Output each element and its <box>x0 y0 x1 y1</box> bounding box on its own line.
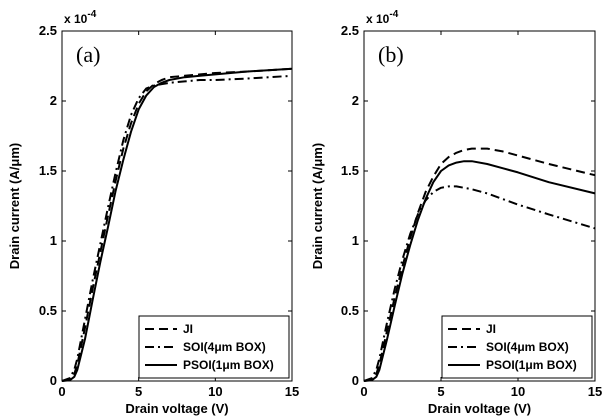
chart-panel-2: 0 5 10 15 0 0.5 1 1.5 2 2.5 x 10-4 (b) Drain voltage… <box>310 9 602 416</box>
series-line-3 <box>363 160 596 382</box>
y-tick-label: 0 <box>50 373 57 388</box>
y-multiplier: x 10-4 <box>64 9 97 26</box>
y-tick-label: 2 <box>352 93 359 108</box>
panel-label: (a) <box>76 42 100 67</box>
y-tick-label: 1 <box>50 233 57 248</box>
series-line-1 <box>61 67 293 382</box>
y-tick-label: 1.5 <box>341 163 359 178</box>
y-tick-label: 2 <box>50 93 57 108</box>
x-axis-label: Drain voltage (V) <box>428 401 531 416</box>
y-tick-label: 2.5 <box>39 23 57 38</box>
x-tick-label: 15 <box>588 384 602 399</box>
legend-label: PSOI(1μm BOX) <box>486 358 577 372</box>
y-tick-label: 0 <box>352 373 359 388</box>
legend-label: JI <box>183 322 193 336</box>
legend: JI SOI(4μm BOX) PSOI(1μm BOX) <box>138 315 290 379</box>
y-tick-label: 0.5 <box>39 303 57 318</box>
x-tick-label: 0 <box>360 384 367 399</box>
series-line-2 <box>363 185 596 382</box>
chart-panel-1: 0 5 10 15 0 0.5 1 1.5 2 2.5 x 10-4 (a) Drain voltage… <box>7 9 299 416</box>
y-axis-label: Drain current (A/μm) <box>310 143 325 269</box>
x-tick-label: 10 <box>208 384 222 399</box>
y-tick-label: 0.5 <box>341 303 359 318</box>
x-tick-label: 0 <box>58 384 65 399</box>
x-tick-label: 5 <box>437 384 444 399</box>
panel-label: (b) <box>378 42 404 67</box>
x-tick-label: 5 <box>135 384 142 399</box>
y-tick-label: 1.5 <box>39 163 57 178</box>
legend-label: SOI(4μm BOX) <box>183 340 266 354</box>
x-tick-label: 10 <box>511 384 525 399</box>
y-tick-label: 2.5 <box>341 23 359 38</box>
legend-label: JI <box>486 322 496 336</box>
series-line-2 <box>61 74 293 382</box>
y-multiplier-exponent: -4 <box>87 9 96 20</box>
series-line-3 <box>61 67 293 382</box>
legend: JI SOI(4μm BOX) PSOI(1μm BOX) <box>441 315 593 379</box>
legend-label: SOI(4μm BOX) <box>486 340 569 354</box>
series-line-1 <box>363 147 596 382</box>
y-multiplier-exponent: -4 <box>389 9 398 20</box>
legend-label: PSOI(1μm BOX) <box>183 358 274 372</box>
x-tick-label: 15 <box>285 384 299 399</box>
y-axis-label: Drain current (A/μm) <box>7 143 22 269</box>
y-multiplier: x 10-4 <box>366 9 399 26</box>
x-axis-label: Drain voltage (V) <box>125 401 228 416</box>
y-tick-label: 1 <box>352 233 359 248</box>
